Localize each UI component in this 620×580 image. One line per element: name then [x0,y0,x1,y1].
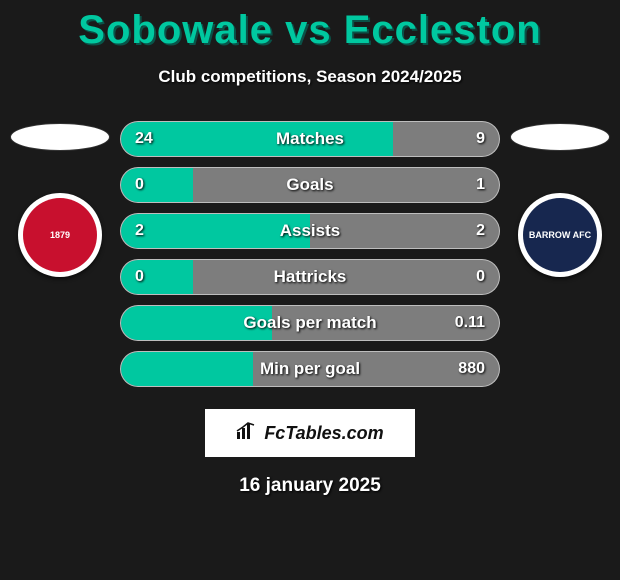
stat-label: Assists [121,221,499,241]
left-side: 1879 [5,121,115,277]
page-title: Sobowale vs Eccleston [0,0,620,53]
stat-label: Hattricks [121,267,499,287]
chart-icon [236,422,258,445]
stat-label: Matches [121,129,499,149]
right-player-avatar [510,123,610,151]
stat-row: Goals per match0.11 [120,305,500,341]
stat-right-value: 880 [458,360,485,378]
stat-row: 2Assists2 [120,213,500,249]
stat-right-value: 0.11 [455,314,485,332]
right-club-inner: BARROW AFC [523,198,597,272]
left-club-badge: 1879 [18,193,102,277]
main-grid: 1879 24Matches90Goals12Assists20Hattrick… [0,121,620,387]
stat-right-value: 2 [476,222,485,240]
stat-label: Goals [121,175,499,195]
brand-text: FcTables.com [264,423,383,444]
stat-right-value: 0 [476,268,485,286]
stat-right-value: 9 [476,130,485,148]
date-label: 16 january 2025 [0,475,620,497]
right-side: BARROW AFC [505,121,615,277]
subtitle: Club competitions, Season 2024/2025 [0,67,620,87]
right-club-badge: BARROW AFC [518,193,602,277]
stat-label: Min per goal [121,359,499,379]
brand-logo: FcTables.com [205,409,415,457]
left-club-inner: 1879 [23,198,97,272]
stat-row: 0Hattricks0 [120,259,500,295]
stats-list: 24Matches90Goals12Assists20Hattricks0Goa… [115,121,505,387]
stat-row: 24Matches9 [120,121,500,157]
stat-label: Goals per match [121,313,499,333]
stat-right-value: 1 [476,176,485,194]
left-player-avatar [10,123,110,151]
stat-row: 0Goals1 [120,167,500,203]
stat-row: Min per goal880 [120,351,500,387]
